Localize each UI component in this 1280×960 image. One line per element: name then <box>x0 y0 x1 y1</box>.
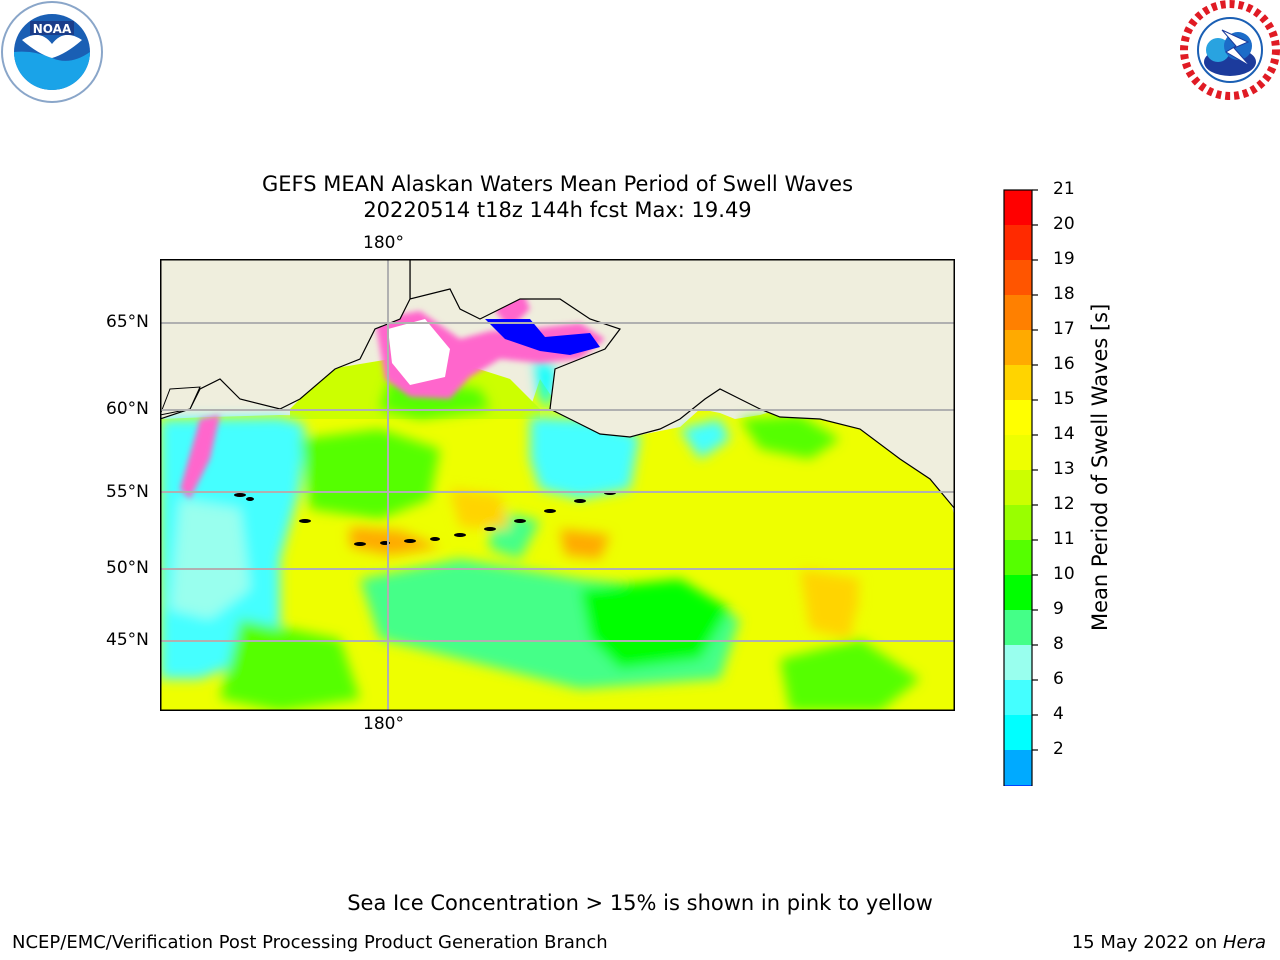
colorbar-bin-16 <box>1004 750 1032 785</box>
colorbar-tick-label: 19 <box>1053 249 1075 269</box>
map-frame <box>160 259 955 711</box>
colorbar-label: Mean Period of Swell Waves [s] <box>1088 303 1112 631</box>
colorbar-bin-15 <box>1004 715 1032 750</box>
colorbar-tick-label: 21 <box>1053 179 1075 199</box>
lat-tick-65: 65°N <box>106 312 149 332</box>
colorbar-tick-label: 2 <box>1053 739 1064 759</box>
credit-date: 15 May 2022 on <box>1071 932 1223 953</box>
lat-tick-55: 55°N <box>106 482 149 502</box>
colorbar-bin-13 <box>1004 645 1032 680</box>
colorbar-bin-11 <box>1004 575 1032 610</box>
map-gridlines <box>160 259 955 711</box>
colorbar-bin-7 <box>1004 435 1032 470</box>
noaa-logo: NOAA <box>1 1 103 103</box>
colorbar-bin-10 <box>1004 540 1032 575</box>
colorbar-bin-4 <box>1004 330 1032 365</box>
sea-ice-note: Sea Ice Concentration > 15% is shown in … <box>347 891 933 915</box>
chart-subtitle: 20220514 t18z 144h fcst Max: 19.49 <box>363 198 752 222</box>
lon-tick-top: 180° <box>363 233 404 253</box>
colorbar-bin-14 <box>1004 680 1032 715</box>
alaska-coast <box>409 259 955 510</box>
credit-left: NCEP/EMC/Verification Post Processing Pr… <box>12 932 608 953</box>
colorbar-tick-label: 12 <box>1053 494 1075 514</box>
chart-title: GEFS MEAN Alaskan Waters Mean Period of … <box>261 172 854 196</box>
aleutian-islands <box>234 491 616 546</box>
colorbar-bin-17 <box>1004 785 1032 786</box>
colorbar-bin-2 <box>1004 260 1032 295</box>
svg-text:NOAA: NOAA <box>33 22 72 36</box>
colorbar-bin-1 <box>1004 225 1032 260</box>
colorbar-bin-5 <box>1004 365 1032 400</box>
colorbar-tick-label: 4 <box>1053 704 1064 724</box>
colorbar-bin-6 <box>1004 400 1032 435</box>
colorbar-tick-label: 6 <box>1053 669 1064 689</box>
colorbar-tick-label: 8 <box>1053 634 1064 654</box>
colorbar-bin-9 <box>1004 505 1032 540</box>
colorbar-tick-label: 18 <box>1053 284 1075 304</box>
colorbar-tick-label: 14 <box>1053 424 1075 444</box>
colorbar-bin-8 <box>1004 470 1032 505</box>
colorbar-tick-label: 9 <box>1053 599 1064 619</box>
lat-tick-50: 50°N <box>106 558 149 578</box>
colorbar-tick-label: 17 <box>1053 319 1075 339</box>
colorbar-bin-3 <box>1004 295 1032 330</box>
lon-tick-bottom: 180° <box>363 714 404 734</box>
colorbar-tick-label: 15 <box>1053 389 1075 409</box>
credit-machine: Hera <box>1222 932 1266 953</box>
colorbar-bin-12 <box>1004 610 1032 645</box>
lat-tick-45: 45°N <box>106 630 149 650</box>
nws-logo <box>1180 0 1280 100</box>
colorbar-tick-label: 11 <box>1053 529 1075 549</box>
colorbar-tick-label: 13 <box>1053 459 1075 479</box>
map-plot <box>160 259 955 711</box>
colorbar <box>1003 189 1038 786</box>
colorbar-tick-label: 16 <box>1053 354 1075 374</box>
colorbar-tick-label: 10 <box>1053 564 1075 584</box>
colorbar-bin-0 <box>1004 190 1032 225</box>
credit-right: 15 May 2022 on Hera <box>1072 932 1266 953</box>
colorbar-tick-label: 20 <box>1053 214 1075 234</box>
low-period-area <box>485 319 600 355</box>
lat-tick-60: 60°N <box>106 399 149 419</box>
